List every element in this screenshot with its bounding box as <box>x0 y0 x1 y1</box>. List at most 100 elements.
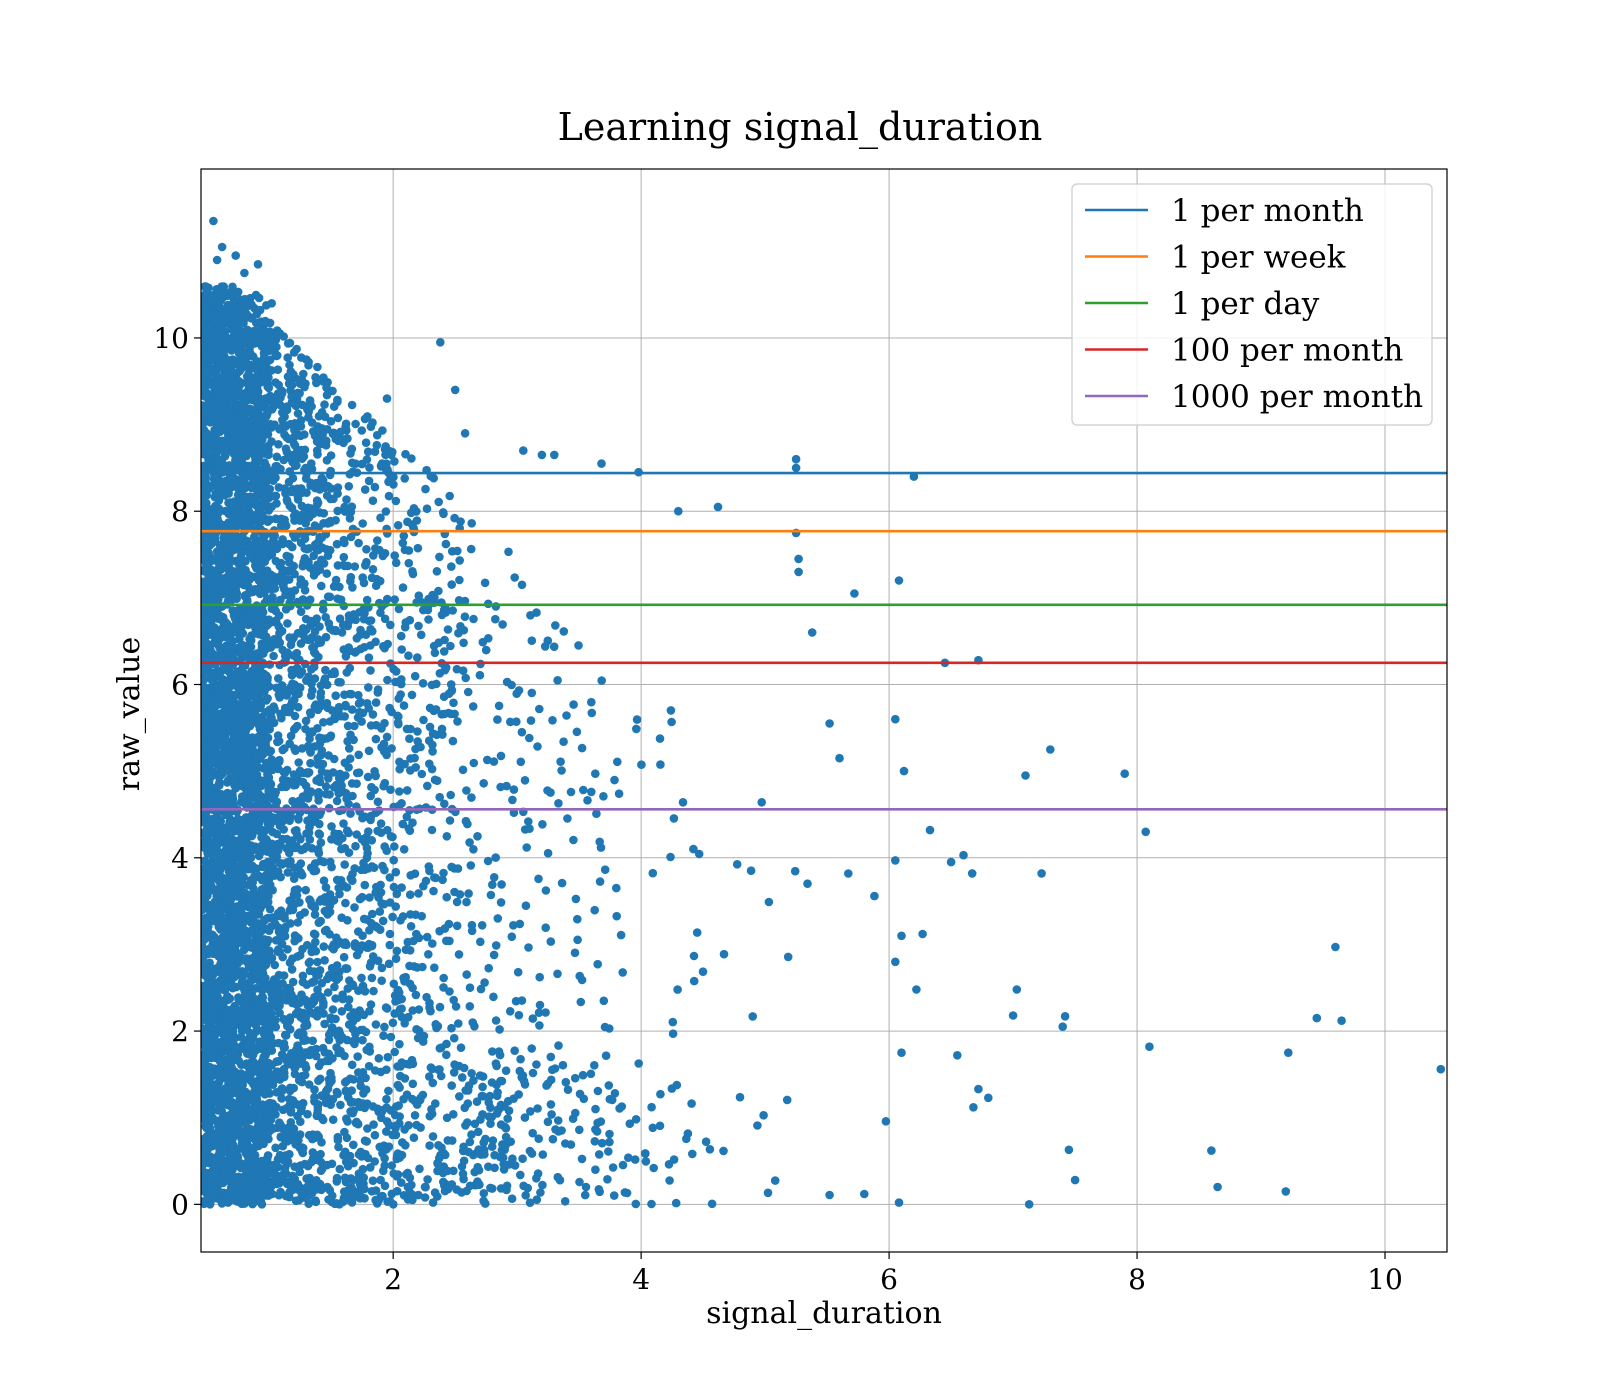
scatter-point <box>594 1150 604 1159</box>
scatter-point <box>446 790 456 800</box>
scatter-point <box>378 426 387 435</box>
scatter-point <box>271 378 280 387</box>
scatter-point <box>333 506 343 516</box>
scatter-point <box>825 1190 834 1200</box>
scatter-point <box>480 578 490 588</box>
scatter-point <box>472 1180 482 1190</box>
scatter-point <box>328 386 337 396</box>
scatter-point <box>404 558 414 568</box>
scatter-point <box>309 929 319 939</box>
scatter-point <box>321 632 331 642</box>
scatter-point <box>402 786 412 795</box>
scatter-point <box>337 1007 347 1016</box>
scatter-point <box>446 641 455 651</box>
scatter-point <box>201 905 208 914</box>
scatter-point <box>375 907 385 916</box>
scatter-point <box>516 757 526 767</box>
scatter-point <box>504 547 513 557</box>
scatter-point <box>425 722 435 732</box>
scatter-point <box>297 1077 307 1087</box>
scatter-point <box>553 969 562 979</box>
scatter-point <box>566 787 576 797</box>
scatter-point <box>600 1022 610 1032</box>
scatter-point <box>279 580 288 589</box>
scatter-point <box>349 1106 358 1116</box>
scatter-point <box>422 992 431 1002</box>
scatter-point <box>370 447 380 457</box>
scatter-point <box>521 1191 530 1200</box>
scatter-point <box>614 789 624 798</box>
scatter-point <box>211 489 220 499</box>
scatter-point <box>278 415 287 425</box>
scatter-point <box>333 395 342 405</box>
scatter-point <box>424 615 433 624</box>
scatter-point <box>250 920 260 929</box>
scatter-point <box>308 728 317 737</box>
scatter-point <box>390 842 399 851</box>
scatter-point <box>395 1039 404 1049</box>
scatter-point <box>313 985 322 994</box>
scatter-point <box>460 596 470 606</box>
scatter-point <box>312 446 322 455</box>
scatter-point <box>447 562 456 571</box>
scatter-point <box>319 509 329 518</box>
scatter-point <box>596 843 606 852</box>
scatter-point <box>641 1157 651 1166</box>
scatter-point <box>343 434 352 443</box>
scatter-point <box>276 911 285 921</box>
scatter-point <box>581 1182 591 1192</box>
scatter-point <box>590 1137 600 1146</box>
scatter-point <box>325 717 335 726</box>
scatter-point <box>605 1129 614 1139</box>
scatter-point <box>292 932 301 942</box>
scatter-point <box>293 918 303 927</box>
scatter-point <box>376 461 386 470</box>
scatter-point <box>309 997 319 1006</box>
scatter-point <box>347 689 356 699</box>
scatter-point <box>669 814 679 823</box>
scatter-point <box>274 1190 284 1200</box>
scatter-point <box>495 1025 504 1034</box>
scatter-point <box>321 1098 331 1108</box>
scatter-point <box>430 648 440 658</box>
scatter-point <box>535 972 544 982</box>
scatter-point <box>428 1078 438 1088</box>
scatter-point <box>278 1141 288 1151</box>
scatter-point <box>538 1180 547 1190</box>
scatter-point <box>516 1170 525 1180</box>
scatter-point <box>330 669 340 678</box>
scatter-point <box>881 1117 891 1126</box>
scatter-point <box>316 916 326 926</box>
scatter-point <box>310 431 320 441</box>
scatter-point <box>366 721 376 730</box>
scatter-point <box>304 1080 314 1089</box>
scatter-point <box>445 987 454 996</box>
scatter-point <box>342 964 352 973</box>
scatter-point <box>517 580 527 590</box>
scatter-point <box>314 796 323 805</box>
scatter-point <box>358 1035 367 1045</box>
scatter-point <box>383 825 392 835</box>
scatter-point <box>689 844 698 854</box>
scatter-point <box>341 788 351 798</box>
scatter-point <box>282 1021 292 1031</box>
scatter-point <box>285 360 294 370</box>
scatter-point <box>488 1047 497 1056</box>
scatter-point <box>569 835 578 845</box>
scatter-point <box>549 642 559 651</box>
scatter-point <box>548 716 557 725</box>
scatter-point <box>561 1077 571 1087</box>
scatter-point <box>412 1120 421 1130</box>
scatter-point <box>304 828 314 837</box>
scatter-point <box>316 681 326 690</box>
scatter-point <box>302 676 311 685</box>
scatter-point <box>288 905 298 915</box>
scatter-point <box>459 1063 469 1073</box>
scatter-point <box>380 1022 389 1032</box>
scatter-point <box>398 538 408 548</box>
scatter-point <box>352 1013 362 1023</box>
scatter-point <box>397 1150 407 1160</box>
scatter-point <box>357 941 367 950</box>
scatter-point <box>344 482 354 491</box>
scatter-point <box>344 1185 353 1195</box>
